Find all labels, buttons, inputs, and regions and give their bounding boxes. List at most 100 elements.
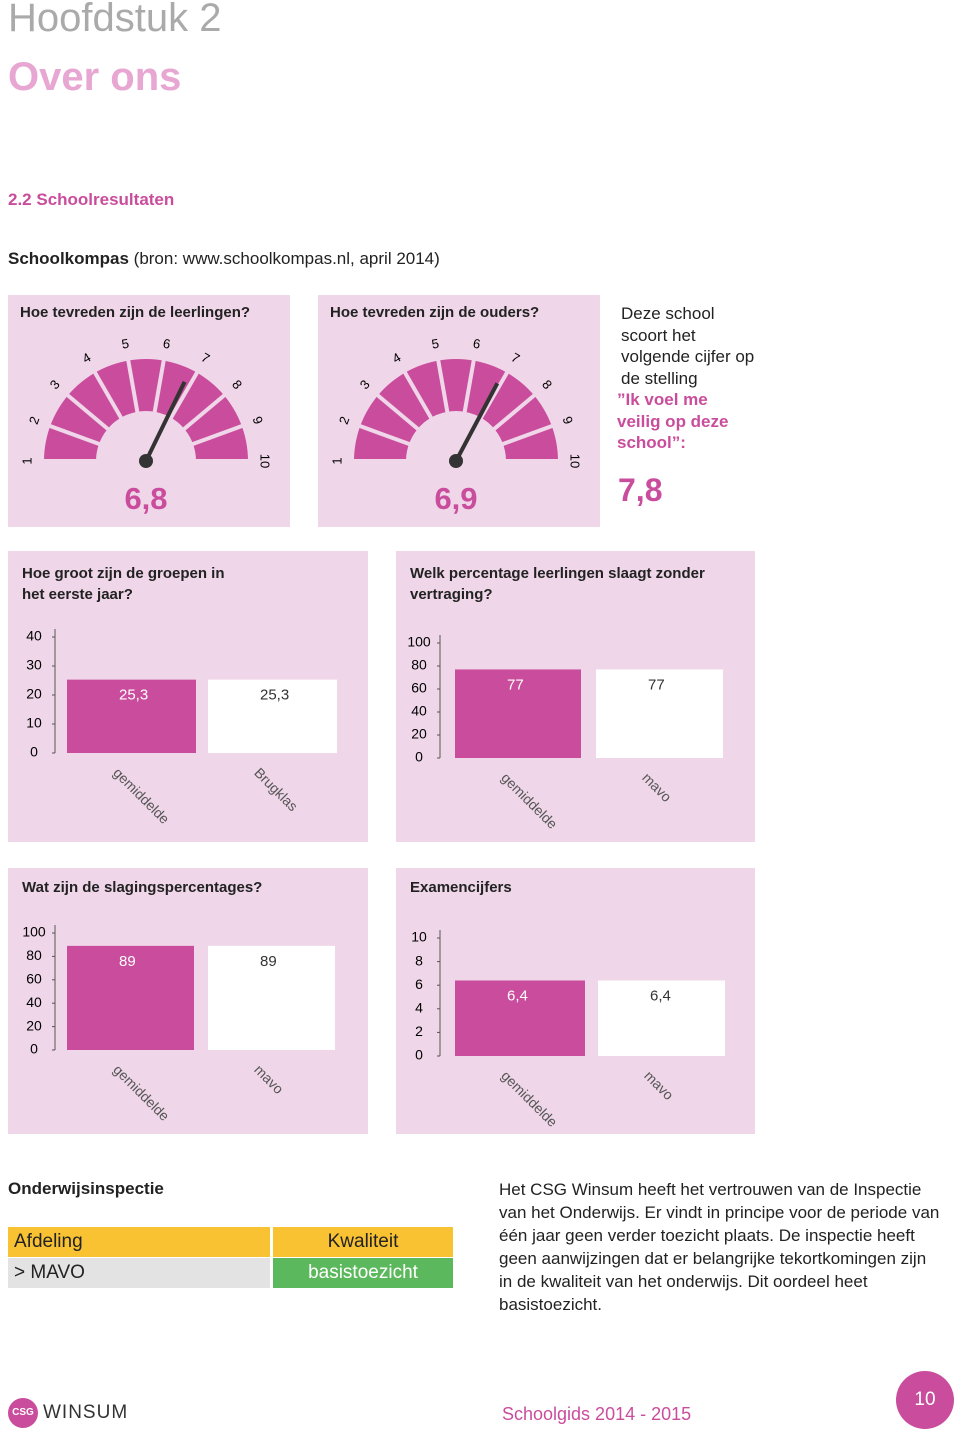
category-label: mavo <box>251 1061 287 1097</box>
category-label: gemiddelde <box>110 1061 173 1124</box>
gauge-tick-label: 6 <box>472 336 482 352</box>
value-label: 77 <box>507 676 524 693</box>
page-title: Over ons <box>8 55 182 99</box>
gauge-tick <box>125 358 140 415</box>
gauge-tick-label: 5 <box>120 336 130 352</box>
gauge-tick-label: 10 <box>258 454 273 468</box>
category-label: mavo <box>641 1067 677 1103</box>
gauge-needle <box>454 382 500 462</box>
gauge-tick-label: 3 <box>47 377 63 392</box>
category-label: gemiddelde <box>498 1067 561 1130</box>
chart-title: Hoe tevreden zijn de ouders? <box>330 304 540 321</box>
bar <box>67 945 194 1050</box>
gauge-panel: Hoe tevreden zijn de ouders? 1 2 3 4 5 6 7 8 9 10 6… <box>318 295 600 527</box>
gauge-tick-label: 8 <box>539 377 555 392</box>
bar <box>455 980 585 1056</box>
chart-panel: Hoe groot zijn de groepen in het eerste … <box>8 551 368 842</box>
bar <box>598 980 725 1056</box>
gauge-tick-label: 8 <box>229 377 245 392</box>
gauge-tick-label: 7 <box>509 350 523 367</box>
gauge-hub <box>449 454 463 468</box>
gauge-tick <box>168 369 200 421</box>
gauge-tick-label: 2 <box>336 414 353 426</box>
value-label: 77 <box>648 676 665 693</box>
section-title: 2.2 Schoolresultaten <box>8 190 175 209</box>
value-label: 6,4 <box>650 987 671 1004</box>
statement-quote: ”Ik voel me veilig op deze school”: <box>617 390 729 452</box>
gauge-band <box>44 359 248 461</box>
bar <box>208 679 337 753</box>
y-tick-label: 100 <box>407 634 431 650</box>
gauge-tick <box>357 423 412 447</box>
value-label: 6,4 <box>507 987 528 1004</box>
y-tick-label: 4 <box>415 1000 423 1016</box>
gauge-tick <box>152 358 167 415</box>
gauge-tick <box>435 358 450 415</box>
gauge-value-label: 6,8 <box>124 481 167 516</box>
value-label: 89 <box>119 953 136 970</box>
statement-intro: Deze school scoort het volgende cijfer o… <box>621 304 755 388</box>
y-tick-label: 40 <box>26 628 42 644</box>
gauge: 1 2 3 4 5 6 7 8 9 10 6,9 <box>329 336 583 516</box>
value-label: 25,3 <box>260 687 289 704</box>
gauge-tick <box>181 392 227 432</box>
y-tick-label: 0 <box>30 744 38 760</box>
chapter: Hoofdstuk 2 <box>8 0 222 40</box>
y-tick-label: 40 <box>411 703 427 719</box>
chart-panel: Wat zijn de slagingspercentages? 0 20 40 60 8… <box>8 868 368 1134</box>
value-label: 25,3 <box>119 687 148 704</box>
statement-score: 7,8 <box>618 472 663 508</box>
gauge-tick-label: 5 <box>430 336 440 352</box>
bar <box>596 669 723 758</box>
y-tick-label: 20 <box>411 726 427 742</box>
bar-chart: 0 20 40 60 80 100 77 gemiddelde 77 mavo <box>407 634 723 832</box>
inspection-title: Onderwijsinspectie <box>8 1179 164 1198</box>
table-header-cell: Kwaliteit <box>273 1227 453 1257</box>
inspection-text: Het CSG Winsum heeft het vertrouwen van … <box>499 1180 940 1314</box>
y-tick-label: 100 <box>22 924 46 940</box>
y-tick-label: 0 <box>415 1047 423 1063</box>
value-label: 89 <box>260 953 277 970</box>
y-tick-label: 60 <box>26 971 42 987</box>
y-tick-label: 0 <box>30 1041 38 1057</box>
y-tick-label: 40 <box>26 994 42 1010</box>
gauge-value-label: 6,9 <box>434 481 477 516</box>
y-tick-label: 20 <box>26 1017 42 1033</box>
bar <box>455 669 581 758</box>
source: Schoolkompas (bron: www.schoolkompas.nl,… <box>8 249 440 269</box>
page-number: 10 <box>896 1371 954 1429</box>
gauge-tick-label: 9 <box>250 414 267 426</box>
bar <box>208 945 335 1050</box>
gauge-tick <box>190 423 245 447</box>
gauge-tick-label: 4 <box>80 350 94 367</box>
gauge-tick-label: 4 <box>390 350 404 367</box>
gauge-tick <box>402 369 434 421</box>
gauge-tick <box>462 358 477 415</box>
gauge-tick <box>92 369 124 421</box>
gauge-tick <box>491 392 537 432</box>
table-cell: basistoezicht <box>273 1258 453 1288</box>
y-tick-label: 10 <box>26 715 42 731</box>
bar <box>67 679 196 753</box>
logo-badge: CSG <box>8 1398 38 1428</box>
y-tick-label: 30 <box>26 657 42 673</box>
gauge-tick-label: 6 <box>162 336 172 352</box>
chart-title: Examencijfers <box>410 879 512 896</box>
category-label: Brugklas <box>251 764 301 814</box>
gauge-tick-label: 2 <box>26 414 43 426</box>
gauge-tick-label: 9 <box>560 414 577 426</box>
chart-panel: Examencijfers 0 2 4 6 8 10 6,4 gemiddelde 6,4 mavo <box>396 868 755 1134</box>
y-tick-label: 80 <box>26 947 42 963</box>
bar-chart: 0 10 20 30 40 25,3 gemiddelde 25,3 Brugklas <box>26 628 337 827</box>
category-label: mavo <box>639 769 675 805</box>
gauge-tick-label: 10 <box>568 454 583 468</box>
table-header-cell: Afdeling <box>8 1227 270 1257</box>
bar-chart: 0 20 40 60 80 100 89 gemiddelde 89 mavo <box>22 924 335 1124</box>
chart-panel: Welk percentage leerlingen slaagt zonder… <box>396 551 755 842</box>
y-tick-label: 10 <box>411 929 427 945</box>
chart-title: Hoe groot zijn de groepen in het eerste … <box>22 565 225 603</box>
source-text: (bron: www.schoolkompas.nl, april 2014) <box>133 249 440 268</box>
gauge-tick-label: 1 <box>329 457 344 464</box>
gauge-tick-label: 3 <box>357 377 373 392</box>
y-tick-label: 0 <box>415 749 423 765</box>
